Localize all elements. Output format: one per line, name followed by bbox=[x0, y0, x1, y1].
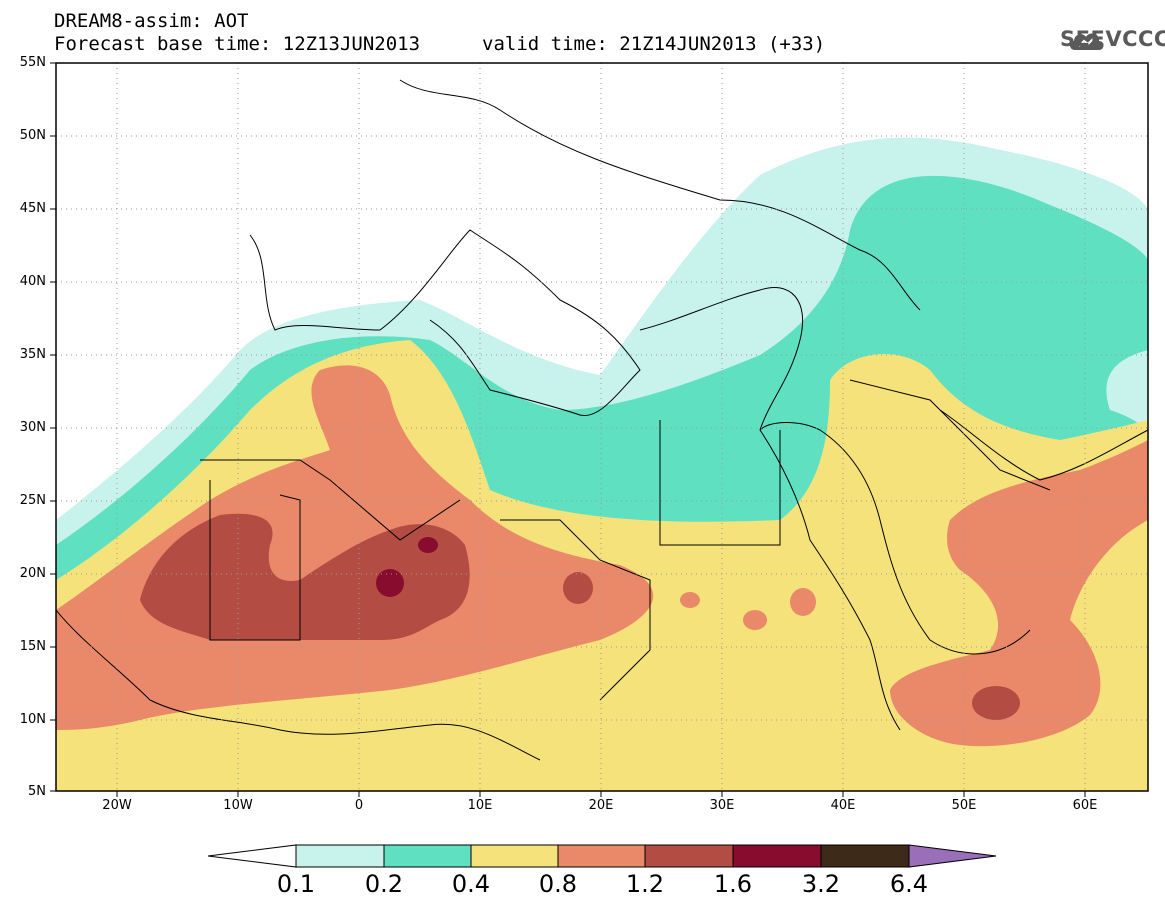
colorbar-bin bbox=[470, 844, 559, 868]
lat-label-30n: 30N bbox=[19, 420, 46, 435]
lon-label-10e: 10E bbox=[467, 798, 493, 813]
lat-label-5n: 5N bbox=[28, 784, 46, 799]
lat-label-45n: 45N bbox=[19, 201, 46, 216]
colorbar-label: 6.4 bbox=[889, 870, 929, 898]
map-title: DREAM8-assim: AOT bbox=[54, 10, 249, 32]
aot-field bbox=[56, 63, 1148, 791]
forecast-base-time: Forecast base time: 12Z13JUN2013 bbox=[54, 33, 421, 55]
lat-label-25n: 25N bbox=[19, 493, 46, 508]
aot-level-0.8-arabia bbox=[890, 440, 1148, 747]
lat-label-35n: 35N bbox=[19, 347, 46, 362]
colorbar-label: 1.6 bbox=[713, 870, 753, 898]
aot-level-1.2 bbox=[140, 513, 470, 640]
colorbar-label: 0.2 bbox=[364, 870, 404, 898]
graticule bbox=[56, 63, 1148, 791]
aot-patch bbox=[418, 537, 438, 553]
lat-label-40n: 40N bbox=[19, 274, 46, 289]
coastlines bbox=[56, 79, 1148, 761]
lon-label-10w: 10W bbox=[223, 798, 253, 813]
aot-patch bbox=[680, 592, 700, 608]
colorbar-bin bbox=[295, 844, 385, 868]
lat-label-50n: 50N bbox=[19, 128, 46, 143]
colorbar-over-arrow bbox=[908, 844, 997, 868]
axis-ticks bbox=[50, 62, 1086, 797]
aot-patch bbox=[563, 572, 593, 604]
logo-text: SEEVCCC bbox=[1060, 27, 1165, 51]
colorbar-label: 3.2 bbox=[801, 870, 841, 898]
lat-label-20n: 20N bbox=[19, 566, 46, 581]
cloud-logo-icon bbox=[1069, 33, 1104, 50]
lat-label-15n: 15N bbox=[19, 639, 46, 654]
valid-time: valid time: 21Z14JUN2013 (+33) bbox=[482, 33, 826, 55]
colorbar bbox=[207, 844, 997, 868]
aot-patch bbox=[743, 610, 767, 630]
lat-label-55n: 55N bbox=[19, 55, 46, 70]
colorbar-under-arrow bbox=[207, 844, 297, 868]
colorbar-label: 1.2 bbox=[625, 870, 665, 898]
colorbar-label: 0.4 bbox=[451, 870, 491, 898]
colorbar-bin bbox=[383, 844, 472, 868]
lon-label-0: 0 bbox=[354, 798, 364, 813]
aot-patch bbox=[376, 569, 404, 597]
lon-label-40e: 40E bbox=[830, 798, 856, 813]
lon-label-20e: 20E bbox=[588, 798, 614, 813]
colorbar-bin bbox=[644, 844, 734, 868]
aot-patch bbox=[790, 588, 816, 616]
colorbar-bin bbox=[820, 844, 910, 868]
lon-label-60e: 60E bbox=[1072, 798, 1098, 813]
lon-label-30e: 30E bbox=[709, 798, 735, 813]
lon-label-20w: 20W bbox=[102, 798, 132, 813]
colorbar-label: 0.8 bbox=[538, 870, 578, 898]
colorbar-bin bbox=[732, 844, 822, 868]
map-frame bbox=[55, 62, 1149, 792]
lon-label-50e: 50E bbox=[951, 798, 977, 813]
colorbar-label: 0.1 bbox=[276, 870, 316, 898]
aot-patch bbox=[972, 686, 1020, 720]
colorbar-bin bbox=[557, 844, 646, 868]
lat-label-10n: 10N bbox=[19, 712, 46, 727]
